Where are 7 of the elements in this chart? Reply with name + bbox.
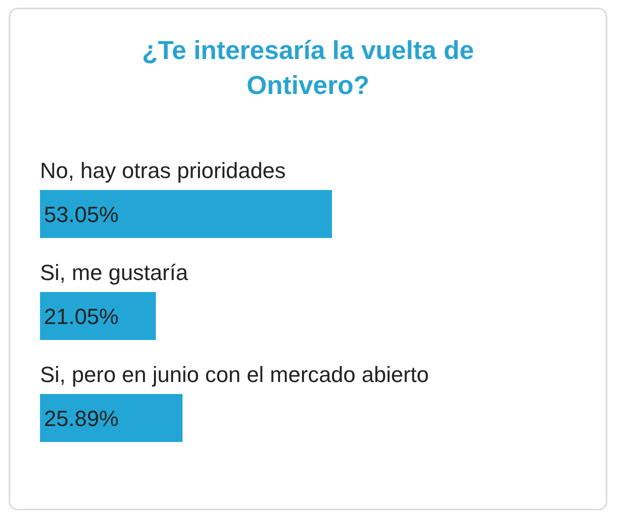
y-tick-label: Si, pero en junio con el mercado abierto: [40, 362, 429, 387]
data-label: 53.05%: [44, 202, 119, 227]
data-label: 25.89%: [44, 406, 119, 431]
chart-title: ¿Te interesaría la vuelta de Ontivero?: [142, 35, 474, 100]
data-label: 21.05%: [44, 304, 119, 329]
y-tick-label: No, hay otras prioridades: [40, 158, 286, 183]
y-tick-label: Si, me gustaría: [40, 260, 189, 285]
